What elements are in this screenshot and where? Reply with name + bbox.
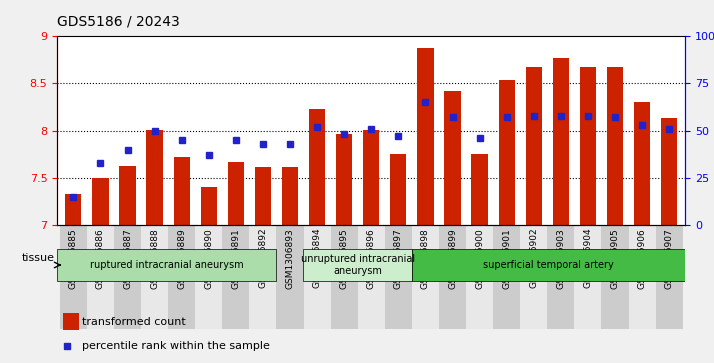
Bar bbox=[385, 225, 412, 329]
Bar bbox=[574, 225, 601, 329]
Bar bbox=[601, 225, 628, 329]
Bar bbox=[201, 187, 217, 225]
Bar bbox=[92, 178, 109, 225]
Text: transformed count: transformed count bbox=[82, 317, 186, 327]
Bar bbox=[661, 118, 678, 225]
Text: GDS5186 / 20243: GDS5186 / 20243 bbox=[57, 15, 180, 29]
Bar bbox=[60, 225, 87, 329]
Bar bbox=[521, 225, 548, 329]
Bar bbox=[228, 162, 244, 225]
Bar bbox=[358, 225, 385, 329]
Text: percentile rank within the sample: percentile rank within the sample bbox=[82, 340, 270, 351]
Bar bbox=[498, 80, 515, 225]
Bar bbox=[466, 225, 493, 329]
Text: unruptured intracranial
aneurysm: unruptured intracranial aneurysm bbox=[301, 254, 415, 276]
Bar bbox=[169, 225, 195, 329]
Bar bbox=[174, 157, 190, 225]
Bar bbox=[255, 167, 271, 225]
Text: superficial temporal artery: superficial temporal artery bbox=[483, 260, 614, 270]
Bar bbox=[64, 313, 79, 330]
Bar bbox=[282, 167, 298, 225]
Bar bbox=[548, 225, 574, 329]
Bar bbox=[222, 225, 249, 329]
Bar bbox=[493, 225, 521, 329]
Bar bbox=[249, 225, 276, 329]
Bar bbox=[444, 91, 461, 225]
Bar bbox=[141, 225, 169, 329]
Bar bbox=[363, 130, 379, 225]
Bar bbox=[655, 225, 683, 329]
Bar bbox=[412, 225, 439, 329]
FancyBboxPatch shape bbox=[57, 249, 276, 281]
Bar bbox=[580, 66, 596, 225]
Bar bbox=[628, 225, 655, 329]
Bar bbox=[87, 225, 114, 329]
Bar bbox=[439, 225, 466, 329]
Text: tissue: tissue bbox=[21, 253, 54, 263]
Bar bbox=[309, 109, 326, 225]
Bar bbox=[336, 134, 352, 225]
Bar bbox=[634, 102, 650, 225]
Bar bbox=[276, 225, 303, 329]
Bar bbox=[331, 225, 358, 329]
Bar bbox=[526, 66, 542, 225]
Bar bbox=[65, 194, 81, 225]
Bar bbox=[146, 130, 163, 225]
FancyBboxPatch shape bbox=[412, 249, 685, 281]
Bar bbox=[391, 154, 406, 225]
Bar bbox=[114, 225, 141, 329]
Bar bbox=[195, 225, 222, 329]
Text: ruptured intracranial aneurysm: ruptured intracranial aneurysm bbox=[89, 260, 243, 270]
FancyBboxPatch shape bbox=[303, 249, 412, 281]
Bar bbox=[607, 66, 623, 225]
Bar bbox=[471, 154, 488, 225]
Bar bbox=[417, 48, 433, 225]
Bar bbox=[119, 166, 136, 225]
Bar bbox=[303, 225, 331, 329]
Bar bbox=[553, 58, 569, 225]
